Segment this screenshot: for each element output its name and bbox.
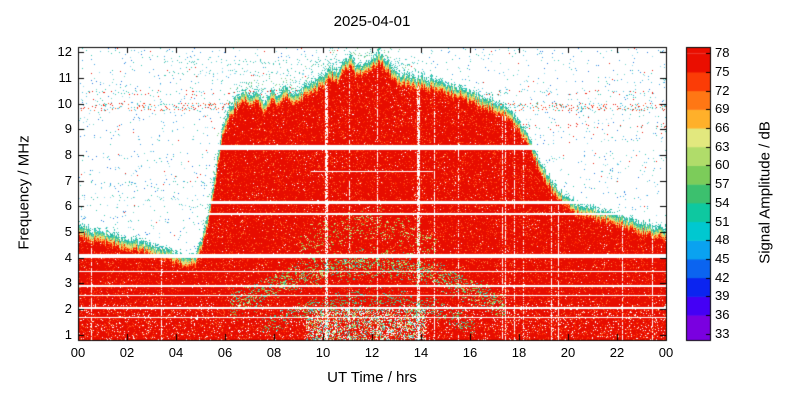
colorbar-tick-label: 66 <box>715 120 730 136</box>
y-tick-label: 5 <box>64 224 72 240</box>
colorbar-tick-label: 78 <box>715 45 730 61</box>
colorbar-tick-label: 33 <box>715 325 730 341</box>
x-tick-label: 14 <box>413 345 429 360</box>
colorbar-tick-label: 69 <box>715 101 730 117</box>
x-tick-label: 02 <box>119 345 135 360</box>
x-tick-label: 16 <box>462 345 478 360</box>
chart-title: 2025-04-01 <box>333 13 411 30</box>
x-tick-label: 08 <box>266 345 282 360</box>
colorbar-tick-label: 54 <box>715 194 730 210</box>
colorbar-tick-label: 60 <box>715 157 730 173</box>
colorbar-label: Signal Amplitude / dB <box>756 121 774 264</box>
colorbar-tick-label: 72 <box>715 82 730 98</box>
colorbar-tick-label: 42 <box>715 269 730 285</box>
y-tick-label: 9 <box>64 121 72 137</box>
colorbar-tick-label: 45 <box>715 250 730 266</box>
x-tick-label: 10 <box>315 345 331 360</box>
x-tick-label: 06 <box>217 345 233 360</box>
y-tick-label: 4 <box>64 249 72 265</box>
y-tick-label: 1 <box>64 326 72 342</box>
y-tick-label: 12 <box>57 44 72 60</box>
x-tick-label: 00 <box>70 345 86 360</box>
y-tick-label: 3 <box>64 275 72 291</box>
x-axis-label: UT Time / hrs <box>327 369 417 386</box>
y-tick-label: 8 <box>64 146 72 162</box>
y-tick-label: 2 <box>64 301 72 317</box>
y-tick-label: 7 <box>64 172 72 188</box>
colorbar-tick-label: 39 <box>715 288 730 304</box>
x-tick-label: 20 <box>560 345 576 360</box>
y-tick-label: 10 <box>57 95 72 111</box>
colorbar-tick-label: 51 <box>715 213 730 229</box>
x-tick-label: 00 <box>658 345 674 360</box>
colorbar-tick-label: 36 <box>715 307 730 323</box>
x-tick-label: 18 <box>511 345 527 360</box>
colorbar-tick-label: 57 <box>715 176 730 192</box>
x-tick-label: 04 <box>168 345 184 360</box>
x-tick-label: 22 <box>609 345 625 360</box>
x-tick-label: 12 <box>364 345 380 360</box>
y-tick-label: 11 <box>58 69 73 85</box>
colorbar-tick-label: 75 <box>715 63 730 79</box>
y-tick-label: 6 <box>64 198 72 214</box>
colorbar-tick-label: 48 <box>715 232 730 248</box>
colorbar-tick-label: 63 <box>715 138 730 154</box>
y-axis-label: Frequency / MHz <box>15 135 33 250</box>
